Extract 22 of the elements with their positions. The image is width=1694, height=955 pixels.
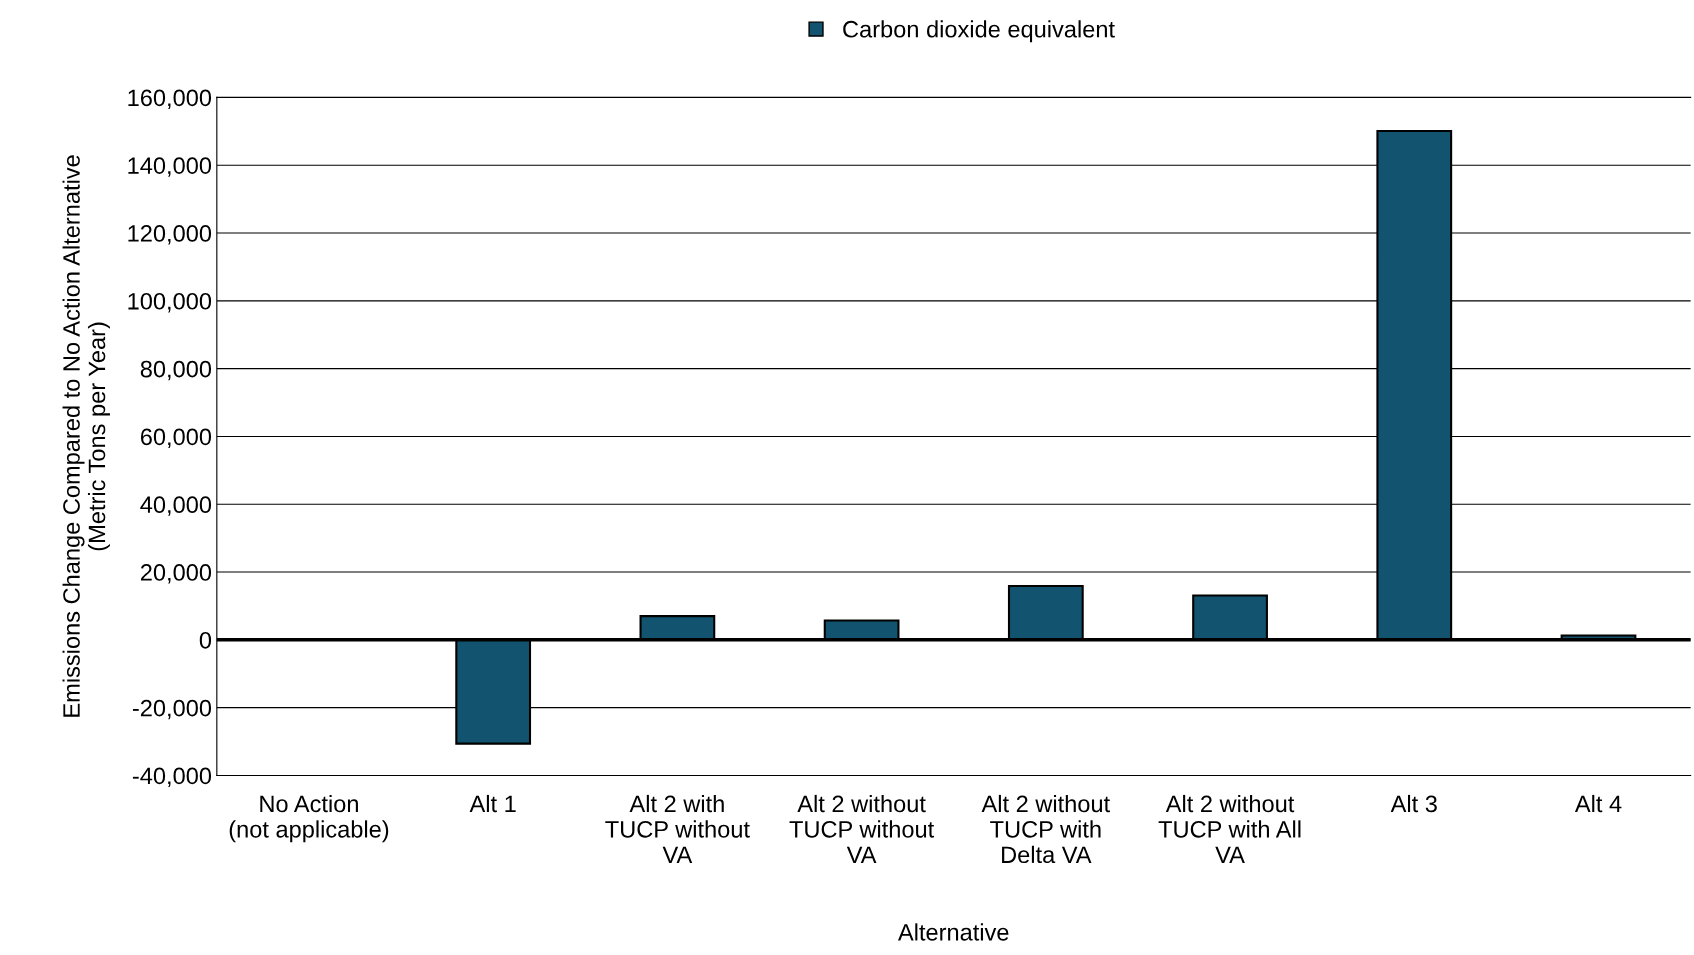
y-tick-label: 100,000	[128, 292, 212, 313]
y-tick-label: 80,000	[140, 360, 212, 381]
y-tick-label: 140,000	[128, 157, 212, 177]
y-tick-label: 60,000	[140, 428, 212, 449]
x-tick-label: Alt 4	[1574, 794, 1622, 813]
x-axis-title: Alternative	[898, 923, 1009, 941]
y-tick-label: 120,000	[128, 225, 212, 245]
y-tick-label: 20,000	[140, 564, 212, 584]
y-tick-label: -20,000	[132, 699, 212, 720]
x-tick-label: Alt 2 without TUCP with All VA	[1158, 794, 1301, 863]
x-tick-label: Alt 1	[469, 794, 516, 813]
x-tick-label: Alt 3	[1390, 794, 1437, 813]
x-tick-label: Alt 2 with TUCP without VA	[605, 794, 750, 863]
legend-label: Carbon dioxide equivalent	[843, 20, 1115, 43]
x-tick-label: Alt 2 without TUCP with Delta VA	[981, 794, 1110, 864]
y-tick-label: 0	[199, 631, 212, 649]
y-tick-label: -40,000	[132, 767, 212, 788]
x-tick-label: No Action (not applicable)	[229, 794, 389, 843]
y-tick-label: 40,000	[140, 496, 212, 516]
y-tick-label: 160,000	[128, 89, 212, 109]
x-tick-label: Alt 2 without TUCP without VA	[789, 794, 935, 863]
y-axis-title: Emissions Change Compared to No Action Alternative (Metric Tons per Year)	[62, 155, 110, 717]
